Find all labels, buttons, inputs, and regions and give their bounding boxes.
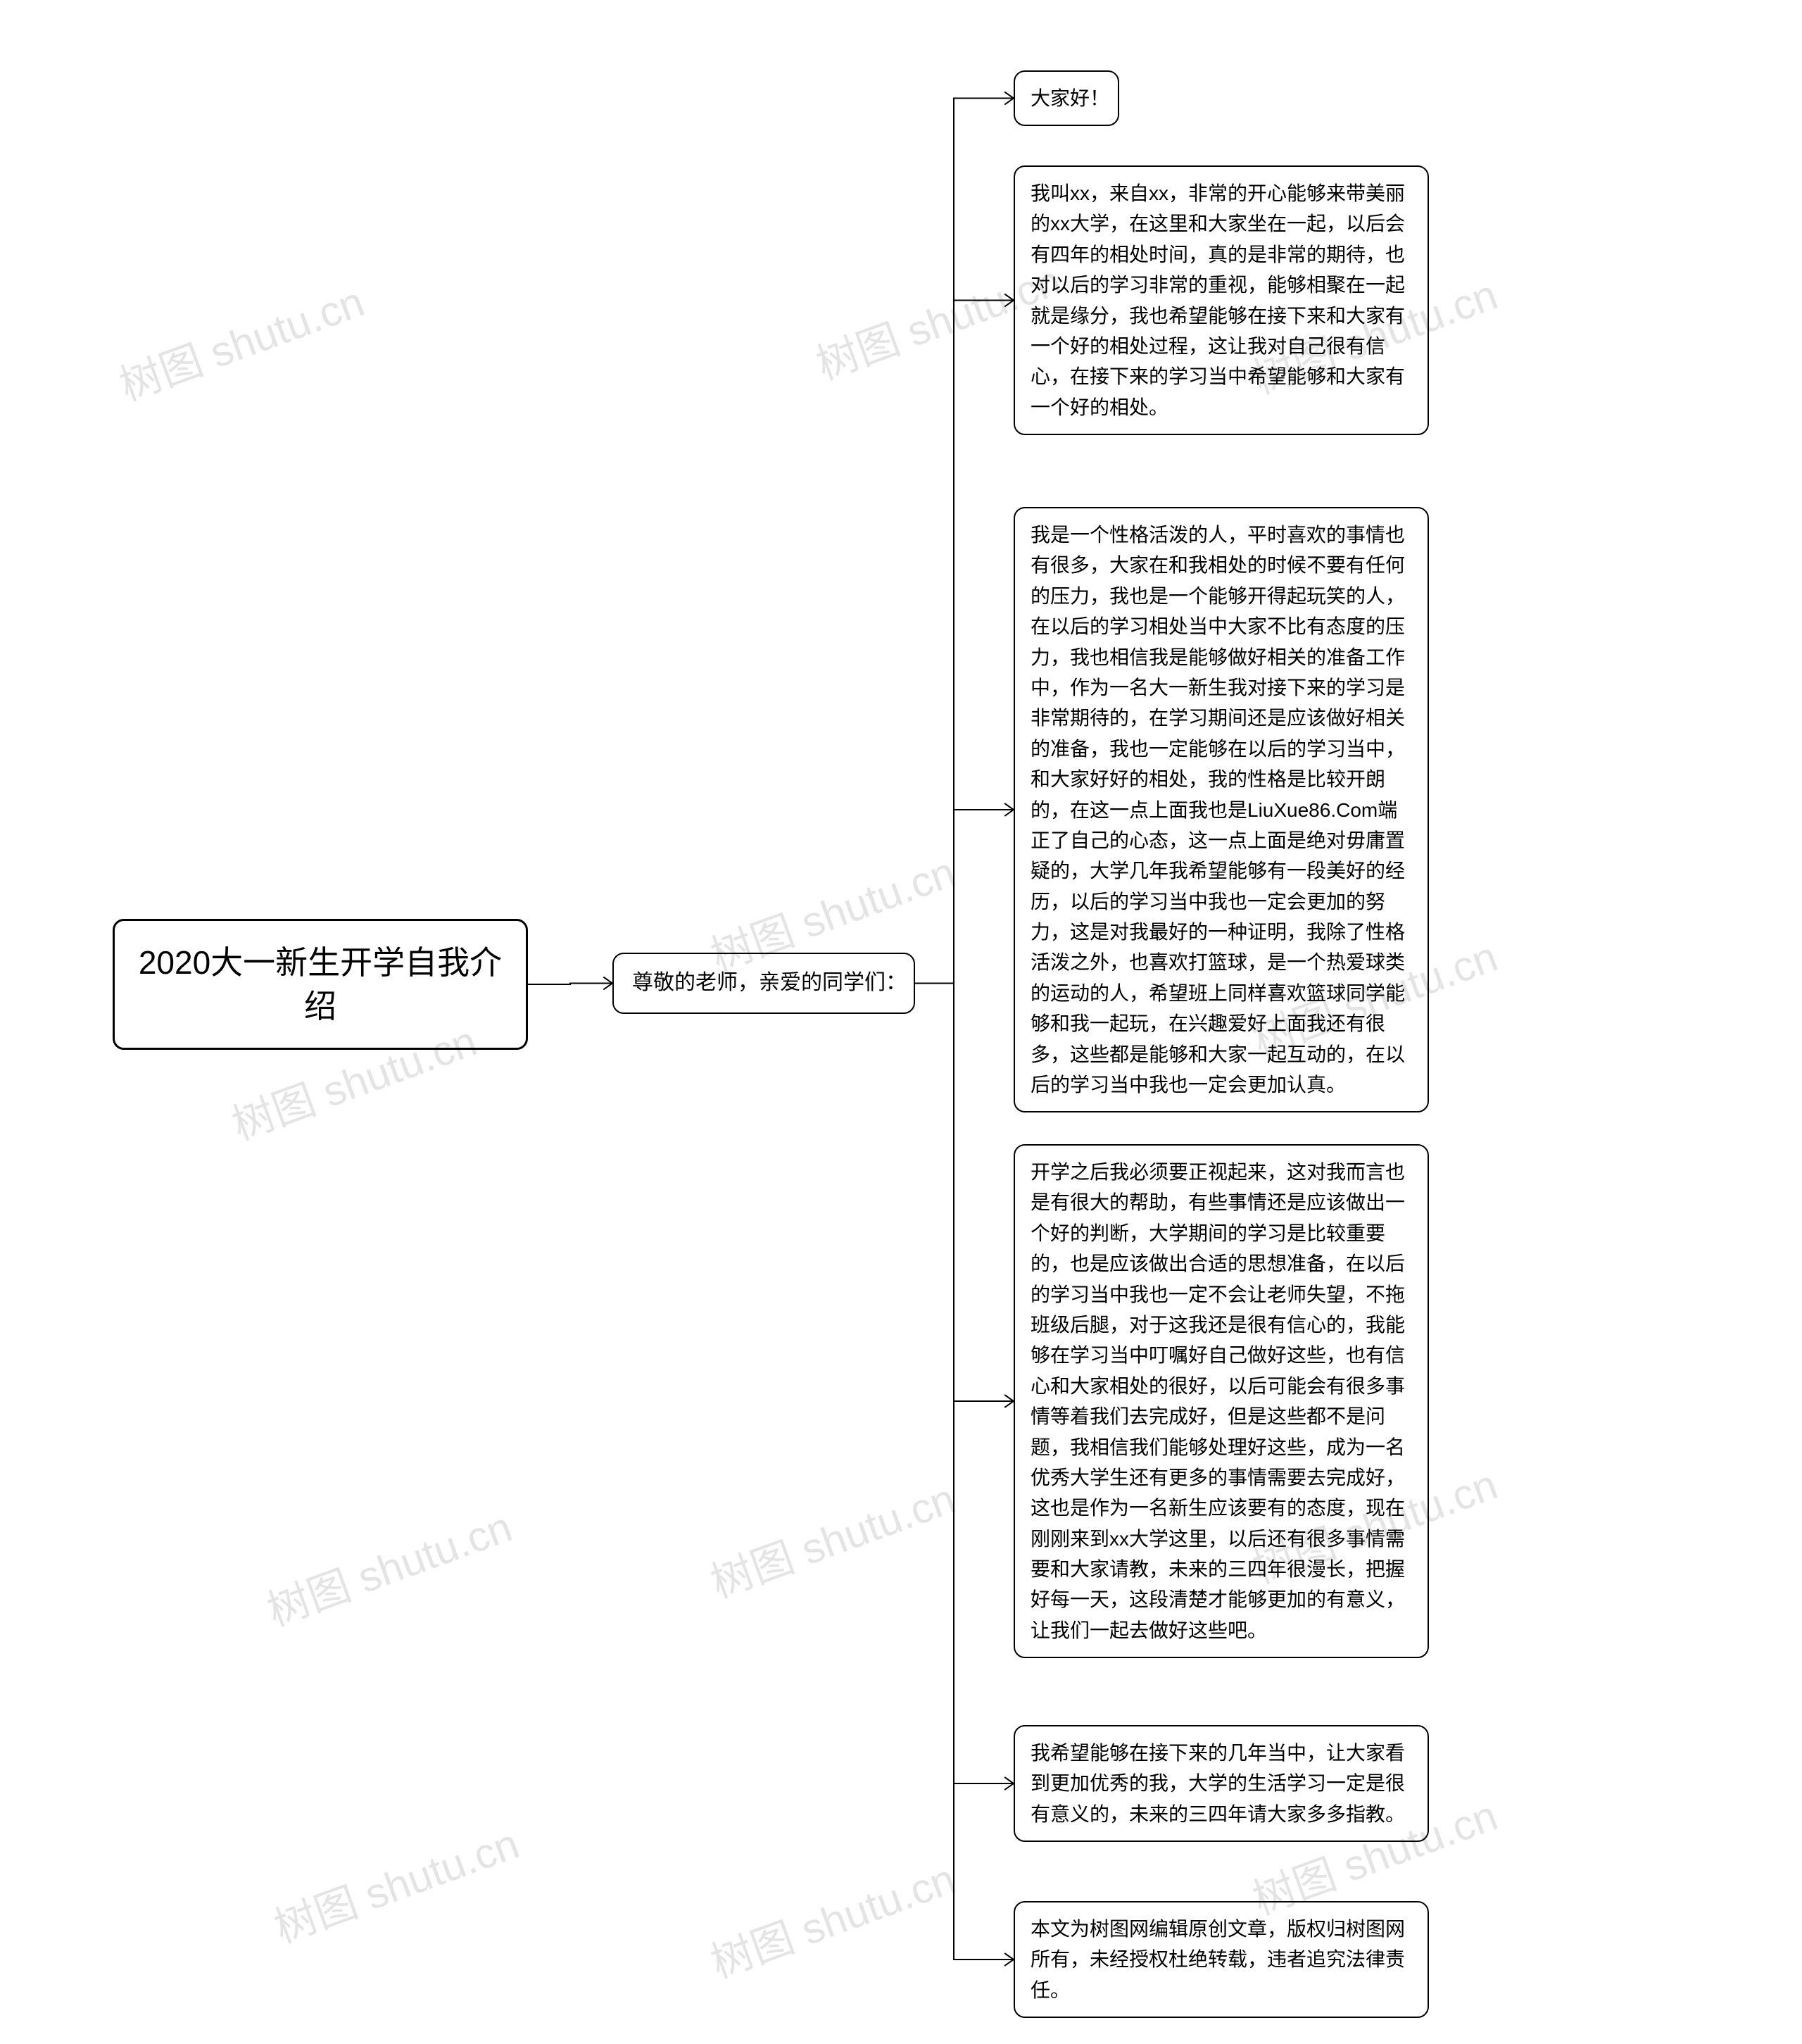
leaf-hope: 我希望能够在接下来的几年当中，让大家看到更加优秀的我，大学的生活学习一定是很有意…	[1014, 1725, 1429, 1842]
root-node: 2020大一新生开学自我介绍	[113, 919, 528, 1050]
watermark-text: 树图 shutu.cn	[701, 1845, 962, 1990]
leaf-intro: 我叫xx，来自xx，非常的开心能够来带美丽的xx大学，在这里和大家坐在一起，以后…	[1014, 165, 1429, 435]
watermark-text: 树图 shutu.cn	[110, 268, 371, 413]
leaf-personality: 我是一个性格活泼的人，平时喜欢的事情也有很多，大家在和我相处的时候不要有任何的压…	[1014, 507, 1429, 1112]
mid-node-salutation: 尊敬的老师，亲爱的同学们：	[612, 953, 915, 1014]
watermark-text: 树图 shutu.cn	[701, 1465, 962, 1610]
leaf-greeting: 大家好！	[1014, 70, 1119, 126]
mindmap-canvas: 2020大一新生开学自我介绍 尊敬的老师，亲爱的同学们： 大家好！ 我叫xx，来…	[0, 0, 1802, 2044]
watermark-text: 树图 shutu.cn	[258, 1493, 519, 1638]
watermark-text: 树图 shutu.cn	[265, 1810, 526, 1955]
leaf-credit: 本文为树图网编辑原创文章，版权归树图网所有，未经授权杜绝转载，违者追究法律责任。	[1014, 1901, 1429, 2018]
leaf-school: 开学之后我必须要正视起来，这对我而言也是有很大的帮助，有些事情还是应该做出一个好…	[1014, 1144, 1429, 1658]
